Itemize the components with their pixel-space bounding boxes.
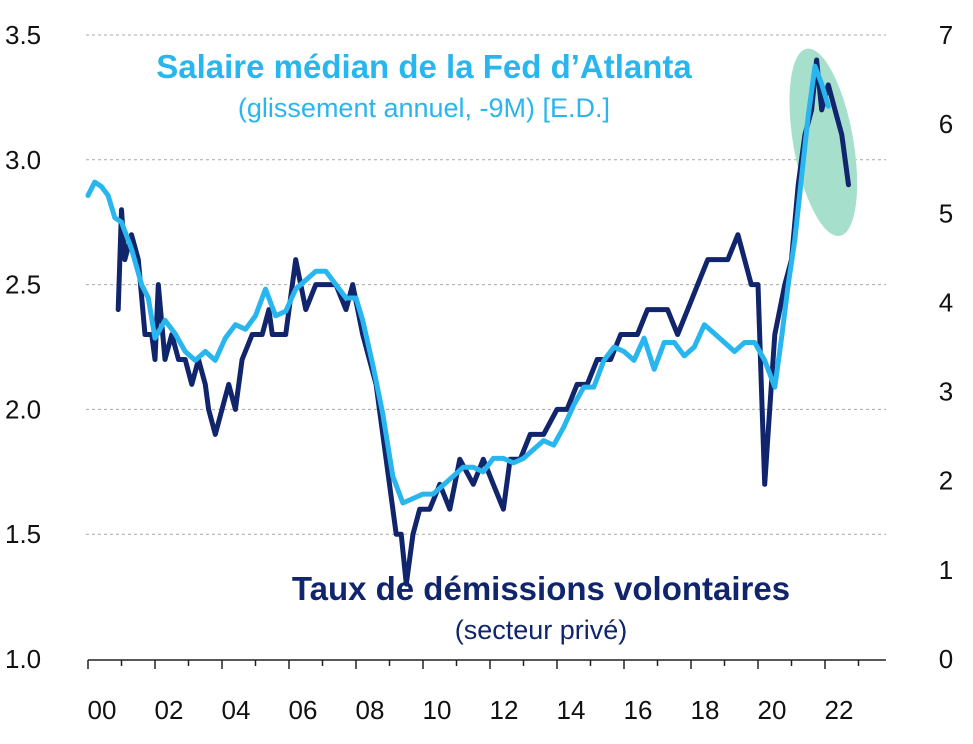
x-tick-label: 02 xyxy=(155,695,184,725)
left-y-tick-label: 2.5 xyxy=(5,270,41,300)
right-y-tick-label: 2 xyxy=(939,466,953,496)
left-y-tick-label: 2.0 xyxy=(5,394,41,424)
x-tick-label: 20 xyxy=(758,695,787,725)
x-tick-label: 10 xyxy=(423,695,452,725)
left-y-tick-label: 1.5 xyxy=(5,519,41,549)
right-y-tick-label: 7 xyxy=(939,20,953,50)
series-line-quits xyxy=(115,57,851,587)
left-y-tick-label: 1.0 xyxy=(5,644,41,674)
x-tick-label: 08 xyxy=(356,695,385,725)
highlight-ellipse xyxy=(789,48,858,237)
x-tick-label: 06 xyxy=(289,695,318,725)
right-y-tick-label: 6 xyxy=(939,109,953,139)
x-tick-label: 16 xyxy=(624,695,653,725)
x-tick-label: 14 xyxy=(557,695,586,725)
right-y-axis: 0 1 2 3 4 5 6 7 xyxy=(939,20,953,674)
x-tick-label: 00 xyxy=(88,695,117,725)
x-axis: 00 02 04 06 08 10 12 14 16 18 20 22 xyxy=(87,660,860,725)
left-y-tick-label: 3.0 xyxy=(5,145,41,175)
series-sublabel-wage: (glissement annuel, -9M) [E.D.] xyxy=(238,93,610,123)
x-tick-label: 04 xyxy=(222,695,251,725)
right-y-tick-label: 5 xyxy=(939,198,953,228)
right-y-tick-label: 1 xyxy=(939,555,953,585)
right-y-tick-label: 3 xyxy=(939,377,953,407)
right-y-tick-label: 0 xyxy=(939,644,953,674)
left-y-axis: 1.0 1.5 2.0 2.5 3.0 3.5 xyxy=(5,20,41,674)
x-tick-label: 18 xyxy=(691,695,720,725)
series-label-wage: Salaire médian de la Fed d’Atlanta xyxy=(156,48,692,85)
series-label-quits: Taux de démissions volontaires xyxy=(292,570,790,607)
right-y-tick-label: 4 xyxy=(939,287,953,317)
x-tick-label: 12 xyxy=(490,695,519,725)
x-tick-label: 22 xyxy=(825,695,854,725)
left-y-tick-label: 3.5 xyxy=(5,20,41,50)
series-sublabel-quits: (secteur privé) xyxy=(455,615,628,645)
series-line-wage xyxy=(85,63,831,506)
